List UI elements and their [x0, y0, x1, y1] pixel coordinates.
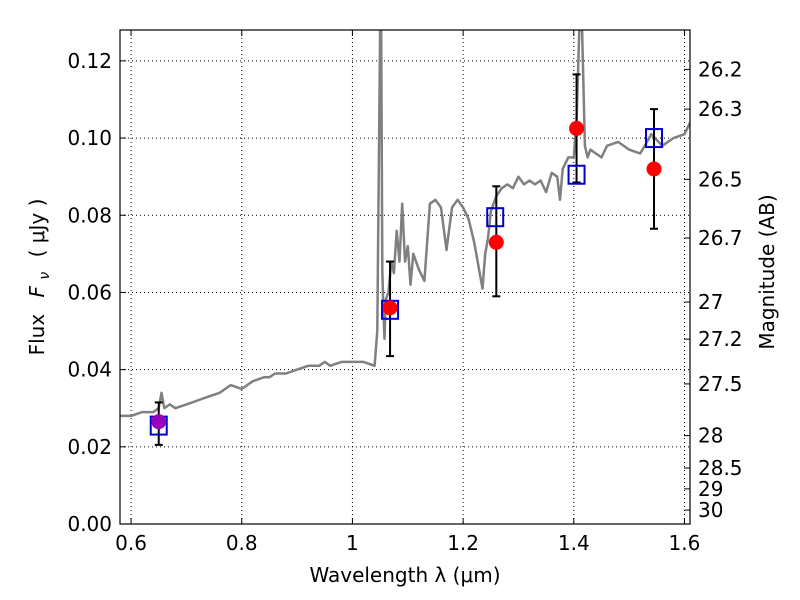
- y-tick-label: 0.02: [67, 435, 112, 459]
- y-tick-label: 0.04: [67, 358, 112, 382]
- x-tick-label: 1.2: [447, 531, 479, 555]
- y-tick-label: 0.06: [67, 280, 112, 304]
- y-axis-title-symbol: F: [25, 285, 49, 297]
- y-axis-title-subscript: ν: [37, 272, 53, 280]
- x-tick-label: 1.4: [558, 531, 590, 555]
- x-tick-label: 1.6: [669, 531, 701, 555]
- y-tick-label: 0.00: [67, 512, 112, 536]
- magnitude-tick-label: 27.5: [698, 372, 743, 396]
- x-axis-title: Wavelength λ (μm): [309, 563, 500, 587]
- y-axis-title: Flux F ν ( μJy ): [25, 199, 54, 356]
- magnitude-tick-label: 30: [698, 498, 723, 522]
- x-tick-label: 1: [346, 531, 359, 555]
- x-tick-label: 0.6: [115, 531, 147, 555]
- y-tick-label: 0.12: [67, 49, 112, 73]
- magnitude-tick-label: 26.3: [698, 97, 743, 121]
- observed-point: [382, 300, 398, 316]
- magnitude-tick-label: 26.5: [698, 167, 743, 191]
- y-tick-label: 0.08: [67, 203, 112, 227]
- magnitude-tick-label: 27: [698, 290, 723, 314]
- magnitude-tick-label: 27.2: [698, 327, 743, 351]
- observed-photometry: [151, 120, 662, 430]
- axis-ticks: 0.6 0.8 1 1.2 1.4 1.6 0.00 0.02 0.04 0.06 0.08 0.10…: [67, 30, 743, 555]
- observed-point: [151, 414, 167, 430]
- y-axis-title-unit: ( μJy ): [25, 199, 49, 258]
- magnitude-tick-label: 26.2: [698, 57, 743, 81]
- spectrum-line: [120, 30, 690, 418]
- model-square: [645, 128, 664, 149]
- grid-lines: [120, 30, 690, 525]
- model-square: [567, 164, 586, 185]
- x-tick-label: 0.8: [226, 531, 258, 555]
- plot-frame: [119, 29, 691, 525]
- y-tick-label: 0.10: [67, 126, 112, 150]
- observed-point: [646, 161, 662, 177]
- magnitude-tick-label: 28: [698, 424, 723, 448]
- magnitude-axis-title: Magnitude (AB): [755, 194, 779, 349]
- y-axis-title-prefix: Flux: [25, 314, 49, 356]
- model-square: [486, 207, 505, 228]
- magnitude-tick-label: 29: [698, 477, 723, 501]
- observed-point: [569, 120, 585, 136]
- magnitude-tick-label: 26.7: [698, 226, 743, 250]
- magnitude-tick-label: 28.5: [698, 456, 743, 480]
- observed-point: [488, 234, 504, 250]
- spectrum-layer: [120, 30, 690, 418]
